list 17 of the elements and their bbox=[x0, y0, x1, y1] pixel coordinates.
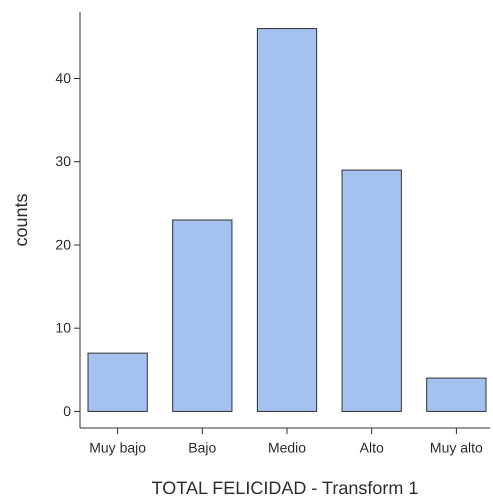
y-axis-title: counts bbox=[11, 193, 31, 247]
y-tick-label: 30 bbox=[55, 153, 72, 170]
x-tick-label: Muy alto bbox=[430, 439, 484, 456]
y-tick-label: 0 bbox=[63, 402, 72, 419]
bar bbox=[88, 352, 148, 412]
x-tick-label: Medio bbox=[268, 439, 306, 456]
y-tick-label: 20 bbox=[55, 236, 72, 252]
bar bbox=[172, 220, 232, 412]
x-tick-label: Alto bbox=[360, 439, 384, 456]
y-tick-label: 10 bbox=[55, 320, 72, 336]
bar bbox=[342, 170, 402, 412]
x-axis-title: TOTAL FELICIDAD - Transform 1 bbox=[152, 478, 418, 498]
x-tick-label: Muy bajo bbox=[89, 439, 146, 456]
x-tick-label: Bajo bbox=[188, 439, 217, 456]
bar bbox=[256, 28, 318, 412]
bar bbox=[426, 378, 486, 412]
y-tick-label: 40 bbox=[55, 70, 72, 86]
